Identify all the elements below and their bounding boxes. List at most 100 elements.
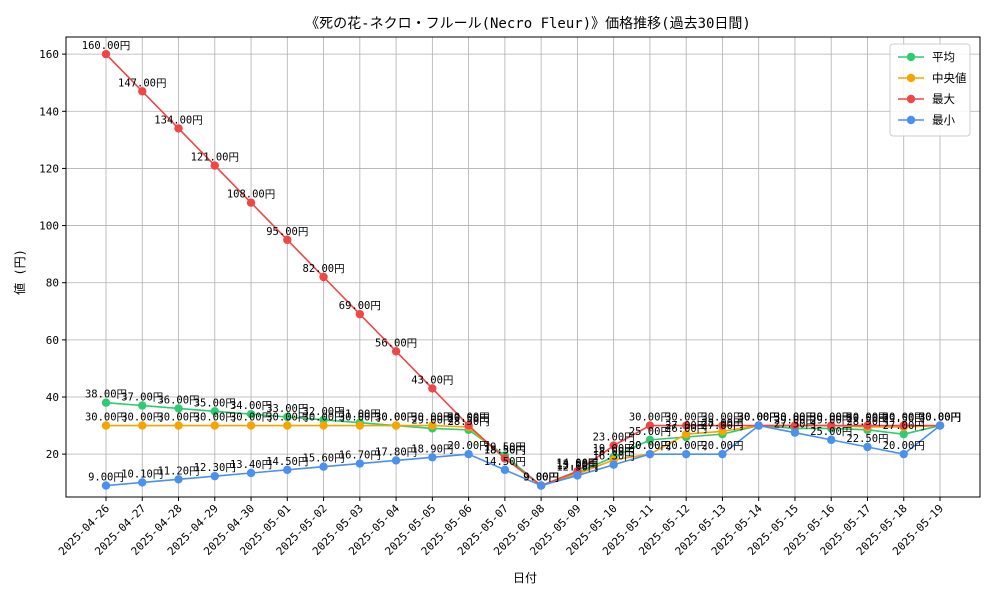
data-point-2 xyxy=(464,421,473,430)
data-label: 9.00円 xyxy=(523,472,559,484)
data-label: 27.00円 xyxy=(883,420,925,432)
data-point-2 xyxy=(790,421,800,430)
data-point-3 xyxy=(536,481,546,490)
data-label: 19.00円 xyxy=(593,443,635,455)
data-label: 56.00円 xyxy=(375,337,417,349)
data-point-3 xyxy=(935,421,945,430)
data-label: 108.00円 xyxy=(227,189,275,201)
data-label: 35.00円 xyxy=(194,397,236,409)
data-point-3 xyxy=(645,449,655,459)
data-point-0 xyxy=(283,412,292,422)
data-label: 30.00円 xyxy=(810,412,852,424)
data-point-2 xyxy=(827,421,836,430)
data-label: 26.00円 xyxy=(665,423,707,435)
data-label: 30.00円 xyxy=(375,412,417,424)
data-point-1 xyxy=(319,421,328,430)
data-label: 10.10円 xyxy=(121,468,163,480)
data-label: 29.00円 xyxy=(774,414,816,426)
data-label: 134.00円 xyxy=(154,114,202,126)
data-point-2 xyxy=(428,384,437,393)
data-label: 95.00円 xyxy=(266,226,308,238)
data-label: 27.00円 xyxy=(701,420,743,432)
data-point-1 xyxy=(681,429,691,439)
data-label: 33.00円 xyxy=(266,403,308,415)
data-point-3 xyxy=(174,475,183,484)
grid-lines xyxy=(66,37,980,497)
data-point-0 xyxy=(246,409,256,419)
data-label: 30.00円 xyxy=(810,412,852,424)
data-point-3 xyxy=(428,453,437,462)
y-tick-label: 80 xyxy=(46,277,59,290)
data-point-3 xyxy=(827,435,836,445)
series-line-0 xyxy=(105,401,941,487)
y-tick-label: 160 xyxy=(39,48,59,61)
data-point-2 xyxy=(174,124,183,133)
data-point-3 xyxy=(500,465,510,475)
data-point-1 xyxy=(391,421,401,430)
data-label: 17.80円 xyxy=(375,446,417,458)
data-point-3 xyxy=(464,449,473,459)
data-label: 30.00円 xyxy=(194,412,236,424)
y-tick-label: 100 xyxy=(39,220,59,233)
data-point-2 xyxy=(681,421,691,430)
y-tick-label: 140 xyxy=(39,105,59,118)
data-point-2 xyxy=(210,161,219,170)
data-point-1 xyxy=(174,421,183,430)
data-label: 13.40円 xyxy=(230,459,272,471)
data-label: 82.00円 xyxy=(303,263,345,275)
data-point-3 xyxy=(138,478,147,487)
data-label: 43.00円 xyxy=(411,374,453,386)
data-point-2 xyxy=(355,309,365,319)
data-point-3 xyxy=(609,460,618,469)
data-label: 30.00円 xyxy=(919,412,961,424)
y-tick-label: 20 xyxy=(46,448,59,461)
y-axis-label: 値 (円) xyxy=(12,249,27,295)
data-label: 23.00円 xyxy=(593,432,635,444)
data-label: 13.00円 xyxy=(556,460,598,472)
data-point-1 xyxy=(428,421,437,430)
data-label: 29.50円 xyxy=(883,413,925,425)
series-lines xyxy=(101,49,945,490)
data-point-2 xyxy=(609,441,618,450)
data-label: 30.00円 xyxy=(919,412,961,424)
data-point-3 xyxy=(681,449,691,459)
data-label: 18.50円 xyxy=(484,444,526,456)
data-label: 11.20円 xyxy=(157,465,199,477)
data-label: 30.00円 xyxy=(701,412,743,424)
data-label: 30.00円 xyxy=(738,412,780,424)
data-label: 9.00円 xyxy=(523,472,559,484)
legend-swatch-marker xyxy=(906,115,916,125)
legend-entry: 最小 xyxy=(932,113,955,127)
data-point-3 xyxy=(573,471,582,480)
data-label: 14.50円 xyxy=(484,456,526,468)
y-tick-label: 120 xyxy=(39,162,59,175)
data-label: 19.50円 xyxy=(484,442,526,454)
data-point-2 xyxy=(863,421,872,430)
data-point-2 xyxy=(500,454,510,463)
chart-title: 《死の花-ネクロ・フルール(Necro Fleur)》価格推移(過去30日間) xyxy=(305,16,751,32)
data-label: 31.00円 xyxy=(339,409,381,421)
data-label: 12.30円 xyxy=(194,462,236,474)
data-label: 16.70円 xyxy=(339,450,381,462)
data-label: 29.00円 xyxy=(411,414,453,426)
data-point-3 xyxy=(863,442,872,452)
data-point-2 xyxy=(645,421,655,430)
data-label: 18.90円 xyxy=(411,443,453,455)
legend-entry: 平均 xyxy=(932,50,955,64)
legend-entry: 最大 xyxy=(932,92,955,106)
data-label: 20.00円 xyxy=(701,440,743,452)
data-point-0 xyxy=(138,401,147,410)
data-label: 34.00円 xyxy=(230,400,272,412)
data-label: 16.30円 xyxy=(593,451,635,463)
data-point-0 xyxy=(899,429,908,439)
data-point-1 xyxy=(138,421,147,430)
data-label: 30.00円 xyxy=(738,412,780,424)
data-label: 30.00円 xyxy=(121,412,163,424)
data-label: 27.50円 xyxy=(774,419,816,431)
data-label: 14.50円 xyxy=(266,456,308,468)
data-point-3 xyxy=(319,462,328,471)
data-label: 25.00円 xyxy=(810,426,852,438)
data-point-3 xyxy=(210,471,219,481)
